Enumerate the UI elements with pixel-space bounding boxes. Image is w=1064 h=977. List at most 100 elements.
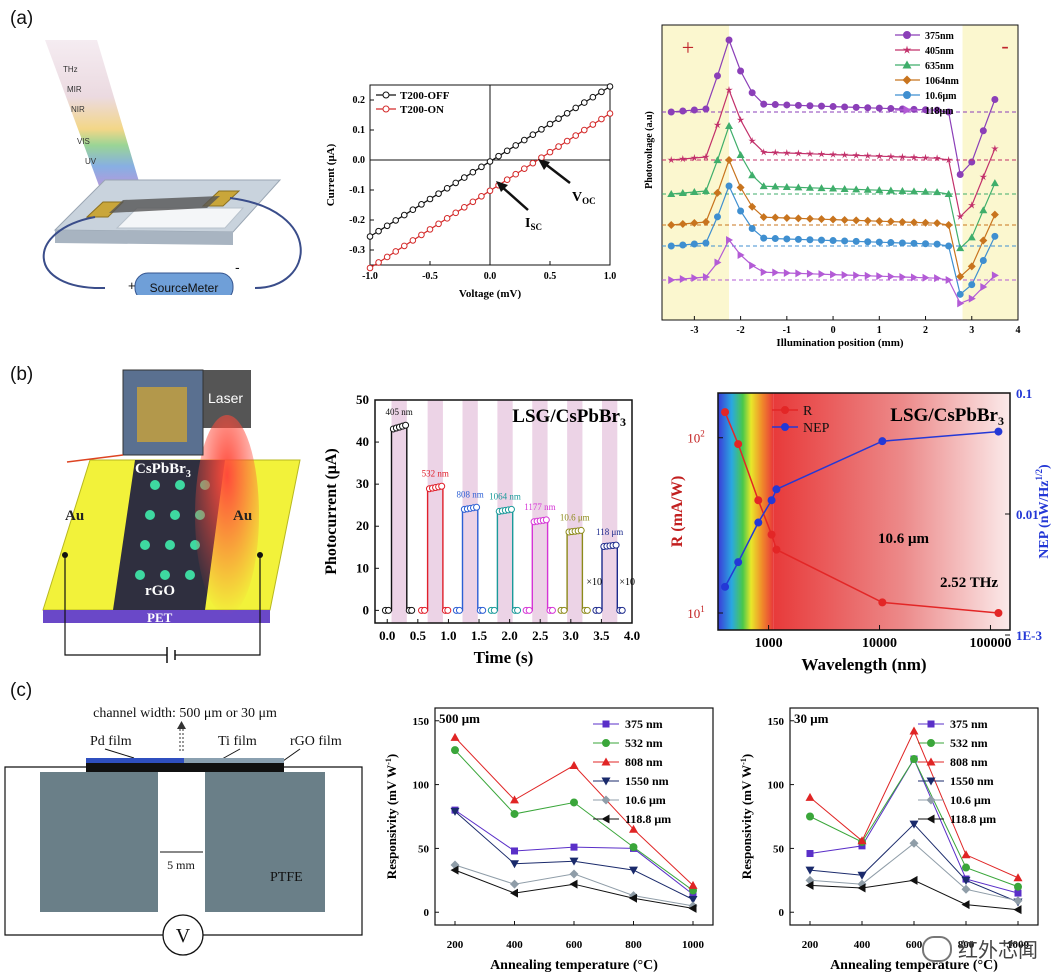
c-point <box>909 726 919 735</box>
pc-point <box>577 526 585 534</box>
c-legend-label: 375 nm <box>625 717 663 731</box>
pv-point <box>690 188 699 195</box>
pc-xtick-label: 1.0 <box>440 628 456 643</box>
pc-point <box>583 606 591 614</box>
iv-point <box>426 195 434 203</box>
rn-annot-2: 2.52 THz <box>940 575 998 591</box>
pv-legend-label: 405nm <box>925 46 955 57</box>
pc-x10-b: ×10 <box>619 577 635 588</box>
c-device-schematic: channel width: 500 μm or 30 μm Pd film T… <box>4 706 363 956</box>
pv-point <box>782 213 791 222</box>
pv-point <box>991 232 999 240</box>
pv-frame <box>661 24 1019 321</box>
iv-ytick-label: 0.0 <box>353 155 366 166</box>
pv-point <box>979 257 987 264</box>
pv-point <box>979 127 987 135</box>
rn-point <box>754 496 763 505</box>
c-point <box>510 879 519 889</box>
device-photo-film <box>137 387 187 442</box>
rn-legend-label: R <box>803 404 813 419</box>
pc-xtick-label: 3.0 <box>563 628 579 643</box>
c-point <box>961 850 971 859</box>
pv-point <box>933 154 941 162</box>
pc-point <box>473 503 481 511</box>
pv-point <box>979 206 988 214</box>
pv-xtick-label: 3 <box>969 325 974 336</box>
pv-point <box>702 273 710 281</box>
rn-ytick-left-sup: 1 <box>700 604 705 614</box>
pc-pulse-band <box>391 400 407 623</box>
pv-point <box>759 182 768 190</box>
c-point <box>510 888 518 898</box>
pv-point <box>806 236 814 244</box>
c-legend-label: 532 nm <box>950 736 988 750</box>
laser-label: Laser <box>208 390 243 406</box>
iv-point <box>546 120 554 128</box>
pd-film-label: Pd film <box>90 734 132 749</box>
c-ytick-label: 150 <box>413 716 430 728</box>
pc-xtick-label: 0.0 <box>379 628 395 643</box>
iv-point <box>486 158 494 165</box>
pv-point <box>863 185 872 193</box>
pc-ytick-label: 40 <box>356 434 369 449</box>
iv-point <box>572 132 580 139</box>
pv-point <box>875 104 883 112</box>
iv-point <box>375 259 382 266</box>
c-xtick-label: 600 <box>566 939 583 951</box>
c-point <box>805 866 815 875</box>
c-legend-label: 808 nm <box>625 755 663 769</box>
c-point <box>450 865 459 875</box>
iv-point <box>572 104 580 112</box>
pv-point <box>772 268 780 277</box>
rn-ylabel-right-sup: 1/2 <box>1034 469 1044 481</box>
pv-point <box>979 173 988 181</box>
pv-point <box>922 273 930 282</box>
pv-point <box>956 171 964 178</box>
iv-point <box>555 115 562 122</box>
rn-point <box>772 545 781 554</box>
c-ytick-label: 100 <box>768 780 785 792</box>
pv-point <box>852 185 861 193</box>
pc-pulse-band <box>567 400 583 623</box>
pv-point <box>748 171 757 179</box>
pc-point <box>490 606 498 614</box>
c-xtick-label: 200 <box>447 939 464 951</box>
iv-point <box>598 88 605 96</box>
pc-point <box>384 606 392 614</box>
pv-point <box>887 239 895 247</box>
pc-point <box>514 606 522 614</box>
c-point <box>688 895 698 904</box>
c-legend-marker <box>602 739 610 747</box>
c-point <box>910 755 918 764</box>
pet-label: PET <box>147 610 173 625</box>
pv-point <box>690 106 698 114</box>
pv-point <box>933 219 942 228</box>
pc-point <box>618 606 626 614</box>
pv-point <box>991 271 999 280</box>
iv-point <box>409 237 417 244</box>
pv-point <box>668 276 676 284</box>
pv-point <box>679 241 687 249</box>
iv-xtick-label: -1.0 <box>362 271 378 282</box>
iv-point <box>452 209 460 217</box>
iv-point <box>503 147 511 155</box>
rn-ylabel-right-end: ) <box>1037 464 1052 469</box>
rn-point <box>772 485 781 494</box>
pc-point <box>548 606 556 614</box>
c-legend-label: 375 nm <box>950 717 988 731</box>
pv-point <box>794 183 803 191</box>
c-legend-marker <box>602 720 610 728</box>
rgo-film <box>86 763 284 772</box>
light-beam <box>45 40 143 202</box>
pc-pulse-label: 10.6 μm <box>560 512 590 522</box>
c-point <box>1013 873 1023 882</box>
c-legend-label: 10.6 μm <box>950 793 991 807</box>
iv-point <box>460 204 468 211</box>
label-thz: THz <box>63 65 78 74</box>
c-point <box>805 792 815 801</box>
ptfe-label: PTFE <box>270 870 303 885</box>
pc-pulse-band <box>532 400 548 623</box>
iv-point <box>512 142 520 149</box>
pv-point <box>678 220 687 228</box>
voc-label: VOC <box>572 190 596 206</box>
